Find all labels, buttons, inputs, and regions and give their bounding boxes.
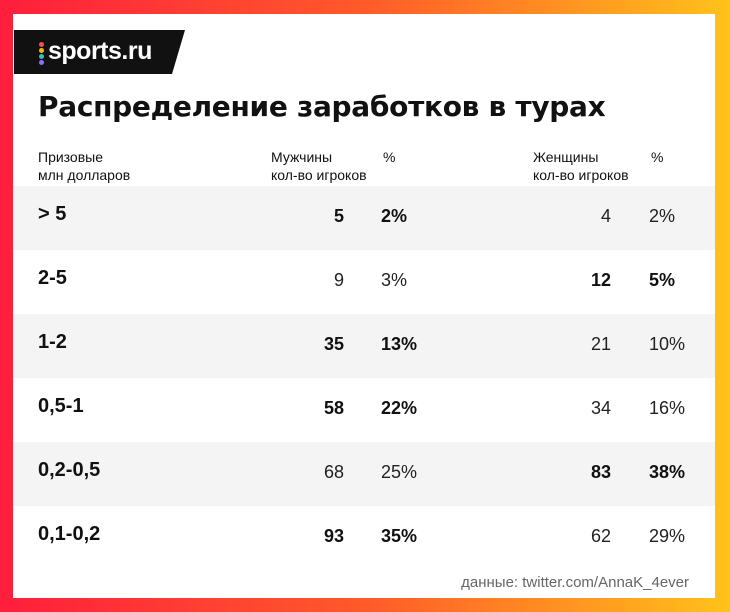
men-pct-cell: 13%: [381, 334, 418, 354]
women-count-cell: 4: [600, 206, 611, 226]
women-pct-cell: 10%: [649, 334, 686, 354]
women-pct-cell: 38%: [649, 462, 686, 482]
prize-range-cell: > 5: [38, 203, 67, 225]
data-table: > 5 5 2% 4 2% 2-5 9 3% 12 5% 1-2 35 13% 21 10% 0,5-1 58 2…: [13, 186, 715, 570]
header-men-pct: %: [383, 148, 395, 166]
women-count-cell: 62: [590, 526, 611, 546]
men-pct-cell: 35%: [381, 526, 418, 546]
logo-dot: [39, 60, 44, 65]
table-row: 0,1-0,2 93 35% 62 29%: [13, 506, 715, 570]
logo-background: [14, 30, 185, 74]
logo-dots-icon: [39, 42, 44, 66]
men-count-cell: 35: [323, 334, 344, 354]
men-pct-cell: 3%: [381, 270, 408, 290]
header-women-title: Женщины: [533, 149, 599, 165]
table-row: > 5 5 2% 4 2%: [13, 186, 715, 250]
header-prize-subtitle: млн долларов: [38, 167, 131, 183]
women-pct-cell: 2%: [649, 206, 676, 226]
men-pct-cell: 25%: [381, 462, 418, 482]
logo-text: sports.ru: [48, 37, 152, 65]
header-women-pct: %: [651, 148, 663, 166]
men-count-cell: 58: [323, 398, 344, 418]
source-note: данные: twitter.com/AnnaK_4ever: [461, 574, 689, 591]
women-pct-cell: 29%: [649, 526, 686, 546]
women-pct-cell: 16%: [649, 398, 686, 418]
header-men-pct-title: %: [383, 149, 396, 165]
women-pct-cell: 5%: [649, 270, 676, 290]
prize-range-cell: 1-2: [38, 331, 67, 353]
header-women-pct-title: %: [651, 149, 664, 165]
women-count-cell: 34: [590, 398, 611, 418]
women-count-cell: 21: [590, 334, 611, 354]
header-men: Мужчины кол-во игроков: [271, 148, 367, 184]
prize-range-cell: 0,1-0,2: [38, 523, 101, 545]
logo-dot: [39, 42, 44, 47]
men-count-cell: 93: [323, 526, 344, 546]
table-row: 1-2 35 13% 21 10%: [13, 314, 715, 378]
women-count-cell: 12: [590, 270, 611, 290]
logo-dot: [39, 54, 44, 59]
men-count-cell: 5: [333, 206, 344, 226]
logo-dot: [39, 48, 44, 53]
page-title: Распределение заработков в турах: [38, 90, 606, 123]
table-row: 2-5 9 3% 12 5%: [13, 250, 715, 314]
header-prize: Призовые млн долларов: [38, 148, 130, 184]
header-men-title: Мужчины: [271, 149, 333, 165]
men-pct-cell: 22%: [381, 398, 418, 418]
header-women-subtitle: кол-во игроков: [533, 167, 629, 183]
men-count-cell: 9: [333, 270, 344, 290]
table-row: 0,2-0,5 68 25% 83 38%: [13, 442, 715, 506]
men-count-cell: 68: [323, 462, 344, 482]
prize-range-cell: 0,5-1: [38, 395, 84, 417]
header-men-subtitle: кол-во игроков: [271, 167, 367, 183]
prize-range-cell: 0,2-0,5: [38, 459, 101, 481]
sports-ru-logo[interactable]: sports.ru: [14, 30, 185, 74]
men-pct-cell: 2%: [381, 206, 408, 226]
infographic-card: sports.ru Распределение заработков в тур…: [13, 14, 715, 598]
table-row: 0,5-1 58 22% 34 16%: [13, 378, 715, 442]
prize-range-cell: 2-5: [38, 267, 67, 289]
women-count-cell: 83: [590, 462, 611, 482]
header-women: Женщины кол-во игроков: [533, 148, 629, 184]
header-prize-title: Призовые: [38, 149, 104, 165]
